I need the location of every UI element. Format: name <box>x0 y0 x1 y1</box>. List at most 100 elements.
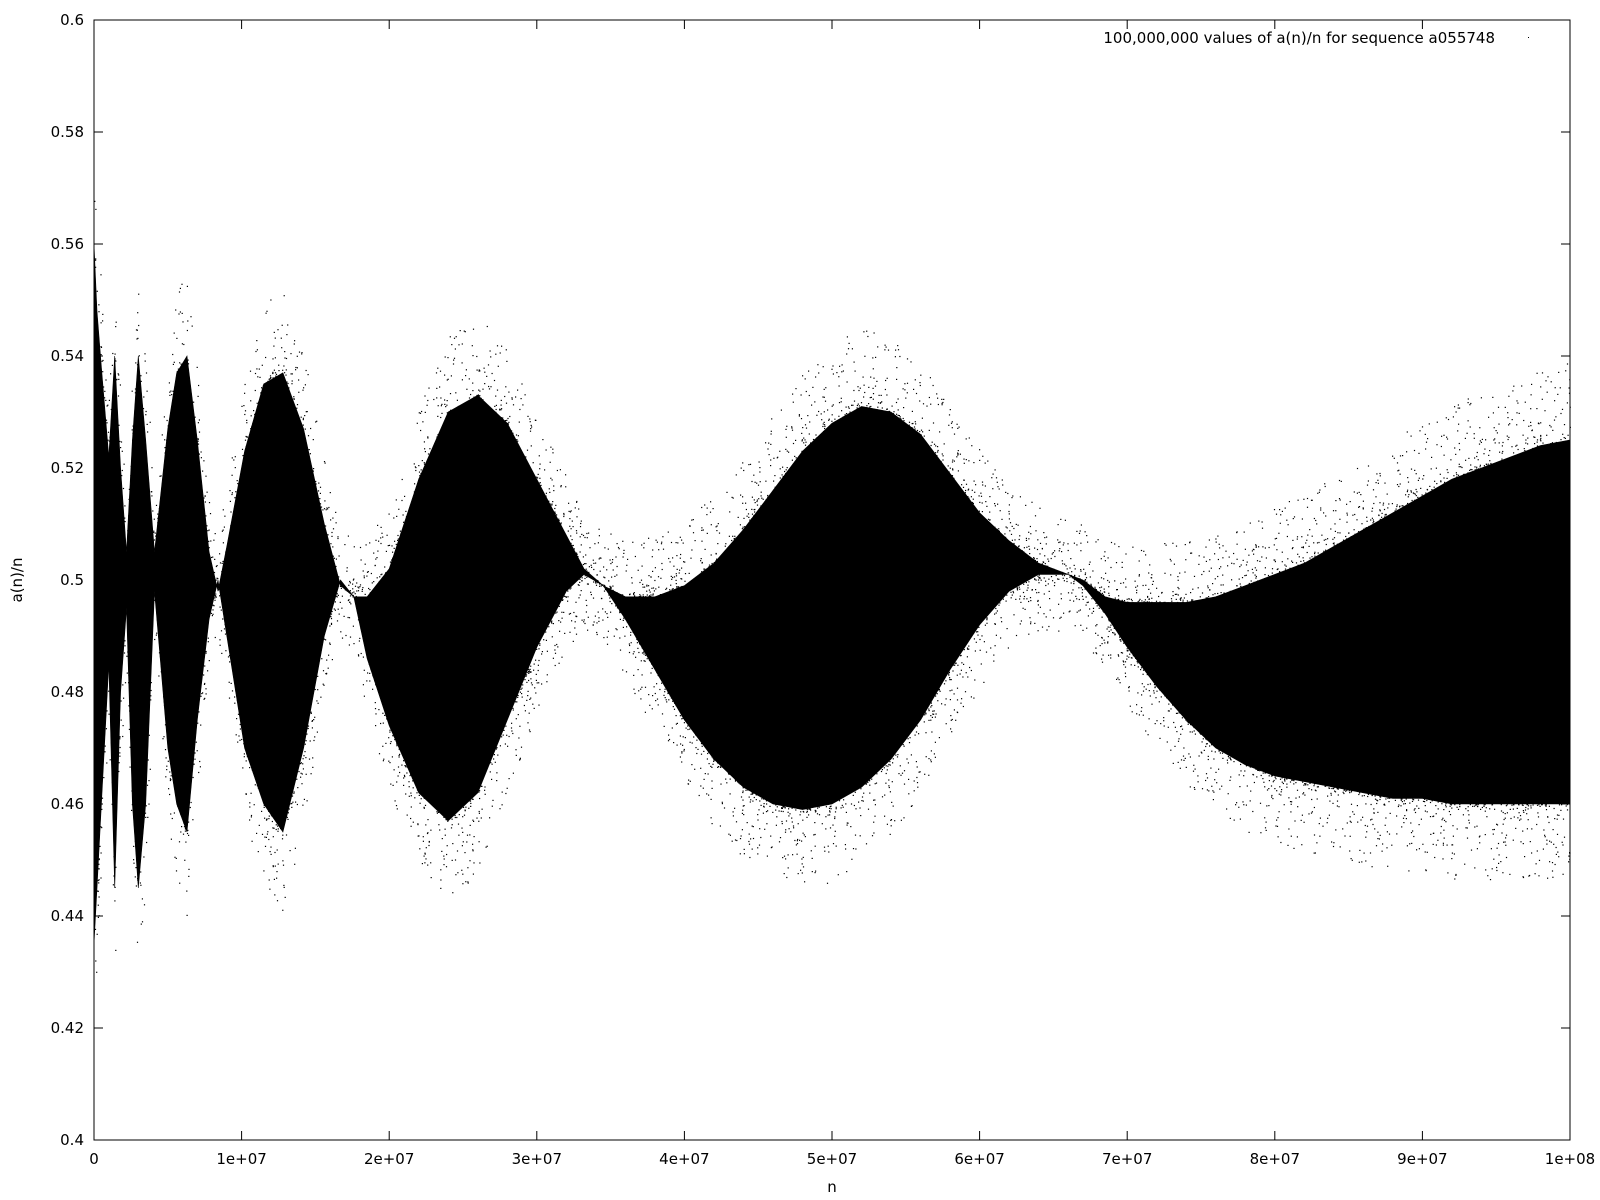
data-point <box>529 731 531 733</box>
data-point <box>1083 568 1085 570</box>
data-point <box>1070 582 1072 584</box>
data-point <box>156 619 158 621</box>
data-point <box>682 542 684 544</box>
data-point <box>607 548 609 550</box>
data-point <box>1440 481 1442 483</box>
data-point <box>164 749 167 751</box>
data-point <box>1248 554 1250 556</box>
data-point <box>178 841 181 843</box>
data-point <box>1383 508 1386 511</box>
data-point <box>914 421 916 423</box>
data-point <box>962 486 965 488</box>
data-point <box>517 389 519 391</box>
data-point <box>170 813 172 815</box>
data-point <box>335 565 337 568</box>
data-point <box>1156 587 1158 589</box>
data-point <box>1236 543 1238 545</box>
data-point <box>194 416 196 418</box>
data-point <box>1191 599 1193 601</box>
data-point <box>655 700 657 702</box>
data-point <box>884 794 886 796</box>
data-point <box>291 383 293 385</box>
data-point <box>590 591 592 593</box>
data-point <box>155 504 158 506</box>
data-point <box>1470 402 1472 405</box>
data-point <box>673 576 676 578</box>
data-point <box>695 734 697 736</box>
data-point <box>1424 801 1426 803</box>
data-point <box>1326 822 1328 824</box>
data-point <box>156 632 158 634</box>
data-point <box>951 427 953 429</box>
data-point <box>1243 531 1245 533</box>
data-point <box>1258 546 1260 548</box>
data-point <box>360 559 362 561</box>
data-point <box>744 526 746 528</box>
data-point <box>595 562 597 564</box>
data-point <box>1227 565 1229 567</box>
data-point <box>1500 861 1502 863</box>
data-point <box>1531 449 1533 451</box>
data-point <box>780 409 782 411</box>
data-point <box>584 536 586 539</box>
data-point <box>1211 785 1213 787</box>
data-point <box>183 822 185 824</box>
data-point <box>1243 775 1245 777</box>
data-point <box>832 365 834 367</box>
data-point <box>1477 804 1479 806</box>
data-point <box>801 432 803 434</box>
data-point <box>1426 851 1428 853</box>
data-point <box>759 828 761 830</box>
data-point <box>1151 574 1153 576</box>
data-point <box>1218 750 1220 752</box>
data-point <box>1345 535 1347 538</box>
data-point <box>679 735 681 737</box>
data-point <box>157 517 159 520</box>
data-point <box>205 515 207 517</box>
data-point <box>1170 602 1172 604</box>
data-point <box>1568 861 1570 863</box>
data-point <box>1525 806 1527 809</box>
data-point <box>583 621 585 623</box>
data-point <box>807 415 809 417</box>
data-point <box>469 860 471 862</box>
data-point <box>424 448 426 450</box>
data-point <box>460 405 462 407</box>
data-point <box>323 638 325 640</box>
data-point <box>715 526 717 528</box>
data-point <box>1013 542 1015 545</box>
data-point <box>1504 813 1506 815</box>
data-point <box>965 672 967 674</box>
data-point <box>317 675 319 677</box>
data-point <box>242 767 244 769</box>
data-point <box>1110 657 1112 659</box>
data-point <box>1456 828 1458 830</box>
data-point <box>104 745 106 747</box>
data-point <box>461 343 463 345</box>
data-point <box>362 656 364 658</box>
data-point <box>519 759 521 761</box>
data-point <box>648 694 650 696</box>
data-point <box>1023 583 1025 585</box>
data-point <box>992 488 994 490</box>
data-point <box>923 435 925 437</box>
data-point <box>198 771 200 774</box>
data-point <box>1358 861 1360 863</box>
data-point <box>852 794 854 796</box>
data-point <box>1566 809 1569 811</box>
data-point <box>860 815 862 817</box>
data-point <box>152 510 154 512</box>
data-point <box>1307 784 1309 786</box>
data-point <box>934 741 936 743</box>
data-point <box>633 688 635 690</box>
data-point <box>599 557 601 559</box>
data-point <box>1229 779 1231 781</box>
data-point <box>936 455 938 457</box>
data-point <box>1095 602 1097 604</box>
data-point <box>670 697 672 699</box>
data-point <box>1080 624 1082 626</box>
data-point <box>1516 444 1518 446</box>
data-point <box>256 349 258 351</box>
data-point <box>145 414 147 416</box>
data-point <box>315 483 317 485</box>
